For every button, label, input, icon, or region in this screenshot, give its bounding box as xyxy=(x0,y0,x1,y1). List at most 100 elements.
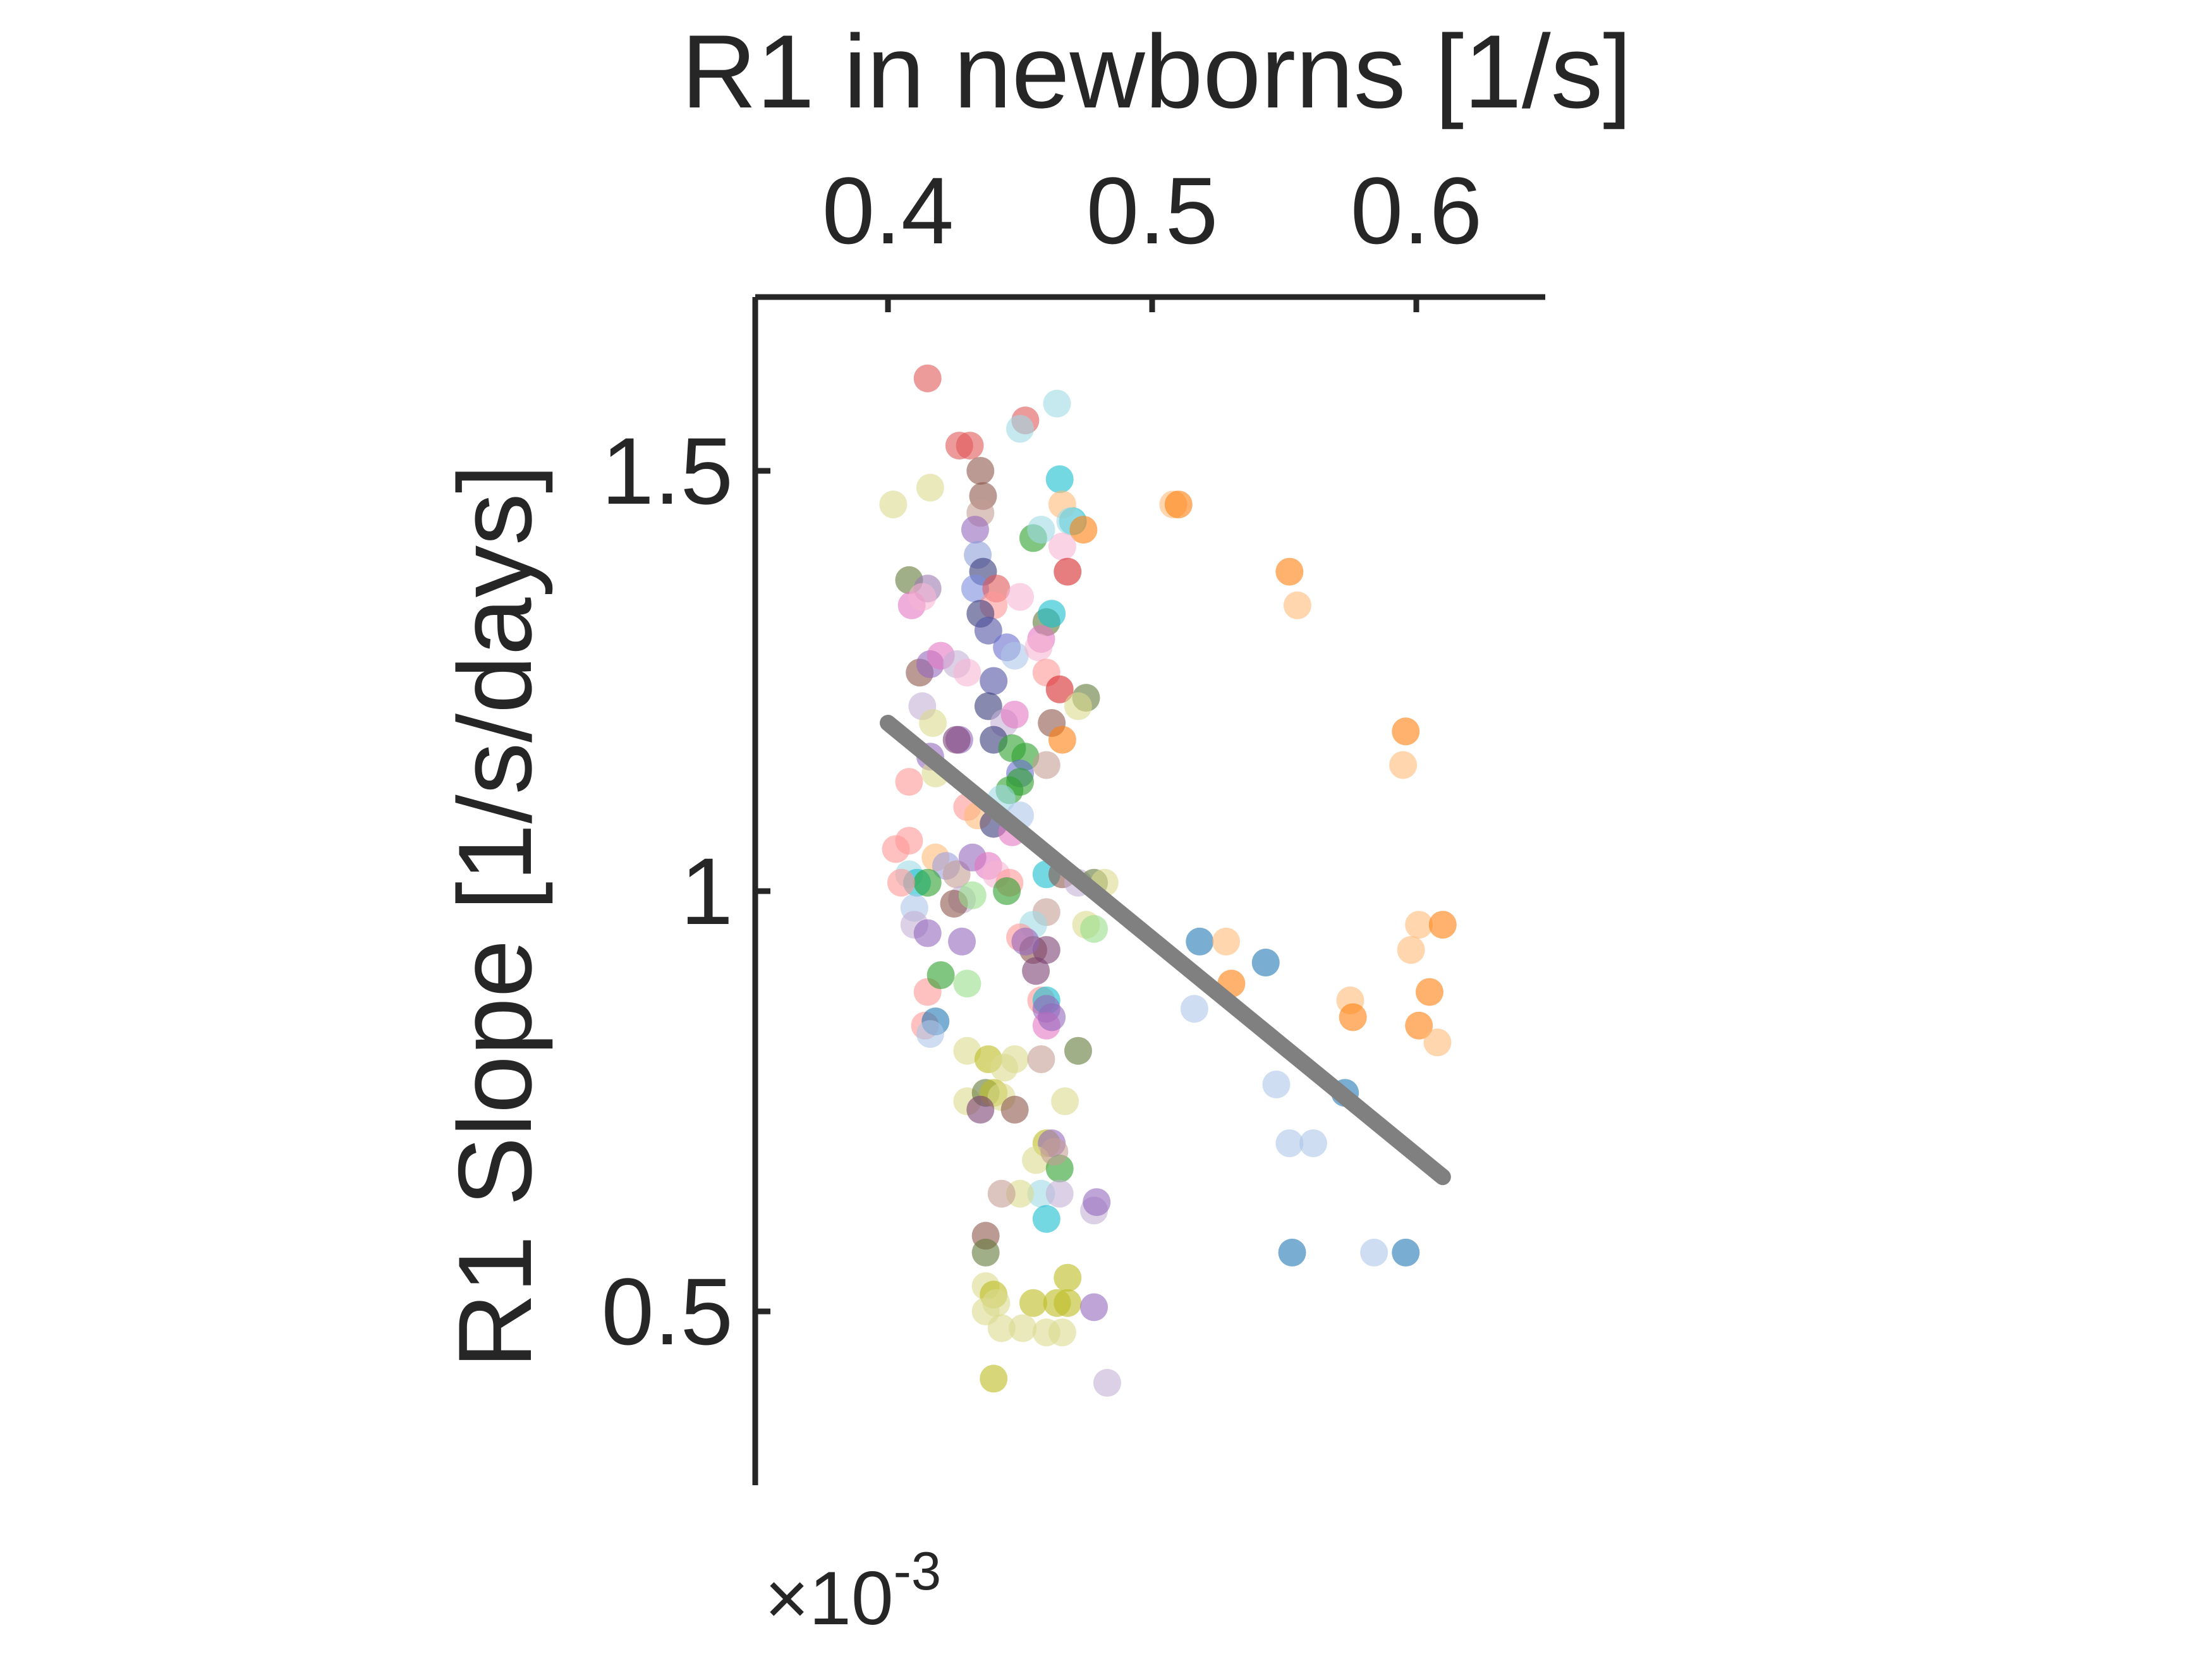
data-point xyxy=(1392,1238,1420,1267)
data-point xyxy=(987,1314,1016,1342)
data-point xyxy=(1006,415,1034,443)
data-point xyxy=(1064,692,1092,720)
y-axis-title: R1 Slope [1/s/days] xyxy=(437,465,553,1369)
data-point xyxy=(1027,516,1055,544)
data-point xyxy=(1428,911,1457,939)
data-point xyxy=(966,457,995,485)
fit-line xyxy=(880,715,1451,1186)
data-point xyxy=(1212,927,1241,956)
y-tick-label: 1.5 xyxy=(601,418,733,524)
data-point xyxy=(1045,675,1074,703)
data-point xyxy=(1022,957,1050,985)
data-point xyxy=(1051,1087,1079,1115)
data-point xyxy=(942,726,971,754)
axis-ticks: 0.4 0.5 0.6 0.5 1 1.5 xyxy=(601,157,1482,1364)
data-point xyxy=(916,1020,944,1048)
data-point xyxy=(980,667,1008,695)
data-points xyxy=(879,364,1457,1397)
data-point xyxy=(1054,1289,1082,1317)
data-point xyxy=(1038,1003,1066,1031)
data-point xyxy=(1262,1070,1291,1098)
x-tick-label: 0.6 xyxy=(1351,157,1483,264)
data-point xyxy=(1251,949,1280,977)
data-point xyxy=(971,1238,1000,1267)
data-point xyxy=(887,868,915,897)
data-point xyxy=(1275,1129,1304,1157)
data-point xyxy=(1027,1045,1055,1073)
y-tick-label: 0.5 xyxy=(601,1258,733,1364)
data-point xyxy=(1019,1289,1047,1317)
data-point xyxy=(982,1289,1011,1317)
data-point xyxy=(958,881,987,909)
data-point xyxy=(1069,516,1098,544)
data-point xyxy=(1093,1369,1121,1397)
data-point xyxy=(1164,490,1193,519)
data-point xyxy=(1006,583,1034,611)
data-point xyxy=(961,516,989,544)
data-point xyxy=(956,432,984,460)
data-point xyxy=(1043,389,1071,418)
data-point xyxy=(1045,1179,1074,1208)
data-point xyxy=(1054,557,1082,586)
data-point xyxy=(948,927,976,956)
data-point xyxy=(1360,1238,1389,1267)
data-point xyxy=(966,1095,995,1124)
data-point xyxy=(1000,641,1029,670)
data-point xyxy=(913,919,942,947)
data-point xyxy=(1083,1188,1111,1217)
x-tick-label: 0.4 xyxy=(822,157,954,264)
data-point xyxy=(1275,557,1304,586)
data-point xyxy=(1186,927,1214,956)
data-point xyxy=(1064,1036,1092,1065)
data-point xyxy=(980,1364,1008,1393)
data-point xyxy=(895,768,923,796)
data-point xyxy=(1339,1003,1367,1031)
data-point xyxy=(895,827,923,855)
data-point xyxy=(1011,927,1040,956)
x-axis-title: R1 in newborns [1/s] xyxy=(681,13,1632,130)
data-point xyxy=(1180,995,1208,1023)
data-point xyxy=(953,659,981,687)
data-point xyxy=(953,1036,981,1065)
data-point xyxy=(1000,700,1029,729)
data-point xyxy=(908,583,937,611)
data-point xyxy=(916,473,944,502)
data-point xyxy=(953,969,981,998)
data-point xyxy=(1024,633,1053,662)
data-point xyxy=(1405,911,1433,939)
data-point xyxy=(1054,1263,1082,1292)
data-point xyxy=(1032,751,1060,779)
data-point xyxy=(1048,1318,1076,1347)
data-point xyxy=(1389,751,1418,779)
data-point xyxy=(1040,1138,1069,1166)
y-tick-label: 1 xyxy=(681,838,733,944)
data-point xyxy=(1283,591,1311,619)
data-point xyxy=(993,877,1021,905)
data-point xyxy=(927,961,955,989)
data-point xyxy=(987,1179,1016,1208)
data-point xyxy=(879,490,908,519)
data-point xyxy=(1080,1293,1109,1322)
data-point xyxy=(1000,1045,1029,1073)
data-point xyxy=(1405,1011,1433,1040)
data-point xyxy=(1048,532,1076,561)
data-point xyxy=(1397,936,1425,964)
data-point xyxy=(1045,465,1074,494)
data-point xyxy=(961,574,989,603)
data-point xyxy=(1392,717,1420,746)
y-exponent-label: ×10-3 xyxy=(765,1541,941,1641)
data-point xyxy=(1423,1028,1452,1057)
data-point xyxy=(974,616,1002,645)
data-point xyxy=(913,364,942,392)
data-point xyxy=(913,868,942,897)
data-point xyxy=(1038,600,1066,628)
data-point xyxy=(1415,978,1443,1006)
data-point xyxy=(1032,936,1060,964)
data-point xyxy=(1080,915,1109,943)
data-point xyxy=(919,709,947,737)
data-point xyxy=(1299,1129,1327,1157)
data-point xyxy=(1009,1314,1037,1342)
x-tick-label: 0.5 xyxy=(1086,157,1218,264)
data-point xyxy=(1000,1095,1029,1124)
